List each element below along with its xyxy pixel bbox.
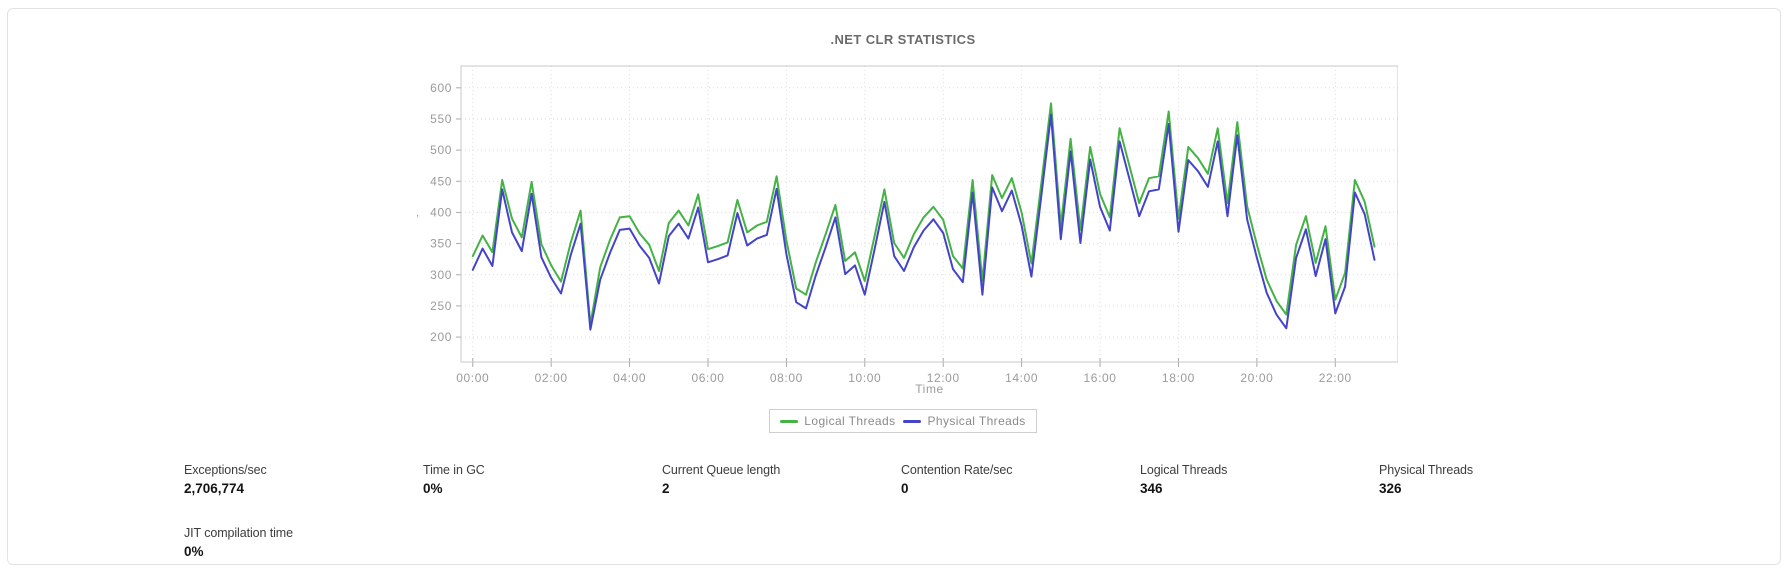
stat-value: 0% [423,481,443,496]
x-axis-title: Time [915,382,944,396]
stat-current-queue-length: Current Queue length 2 [662,462,901,499]
stat-label: Physical Threads [1379,463,1474,477]
chart-legend: Logical Threads Physical Threads [408,409,1398,433]
x-tick-label: 12:00 [927,371,960,385]
stat-value: 0 [901,481,909,496]
x-tick-label: 14:00 [1005,371,1038,385]
y-tick-label: 500 [430,143,452,157]
series-line-physical-threads [471,113,1376,331]
x-tick-label: 00:00 [456,371,489,385]
stat-label: Exceptions/sec [184,463,267,477]
y-tick-label: 600 [430,81,452,95]
stat-time-in-gc: Time in GC 0% [423,462,662,499]
x-tick-label: 04:00 [613,371,646,385]
stat-value: 2,706,774 [184,481,245,496]
stat-label: JIT compilation time [184,526,293,540]
stats-row-2: JIT compilation time 0% [184,525,423,562]
x-tick-label: 06:00 [691,371,724,385]
stat-value: 0% [184,544,204,559]
clr-statistics-chart: .NET CLR STATISTICS 200 250 300 350 400 450 50… [408,27,1399,433]
x-tick-label: 16:00 [1084,371,1117,385]
legend-item-logical-threads[interactable]: Logical Threads [780,414,895,428]
stats-row-1: Exceptions/sec 2,706,774 Time in GC 0% Curre… [184,462,1618,499]
x-tick-label: 18:00 [1162,371,1195,385]
stat-exceptions-sec: Exceptions/sec 2,706,774 [184,462,423,499]
line-chart-plot: 200 250 300 350 400 450 500 550 600 00:00 02:00 04:… [416,65,1399,396]
legend-swatch [780,419,799,423]
x-tick-label: 10:00 [848,371,881,385]
series-line-logical-threads [471,102,1376,326]
y-tick-label: 200 [430,330,452,344]
stat-label: Contention Rate/sec [901,463,1013,477]
y-tick-label: 250 [430,299,452,313]
stat-logical-threads: Logical Threads 346 [1140,462,1379,499]
x-tick-label: 08:00 [770,371,803,385]
legend-label: Logical Threads [804,414,896,428]
panel-card: .NET CLR STATISTICS 200 250 300 350 400 450 50… [7,8,1781,565]
chart-title: .NET CLR STATISTICS [830,32,976,47]
y-tick-label: 450 [430,174,452,188]
stat-contention-rate-sec: Contention Rate/sec 0 [901,462,1140,499]
stat-label: Current Queue length [662,463,781,477]
stat-jit-compilation-time: JIT compilation time 0% [184,525,423,562]
y-tick-label: 300 [430,268,452,282]
legend-item-physical-threads[interactable]: Physical Threads [903,414,1025,428]
stat-label: Logical Threads [1140,463,1228,477]
stat-label: Time in GC [423,463,485,477]
legend-label: Physical Threads [927,414,1026,428]
y-tick-label: 550 [430,112,452,126]
stat-physical-threads: Physical Threads 326 [1379,462,1618,499]
legend-swatch [903,419,922,423]
x-tick-label: 22:00 [1319,371,1352,385]
x-tick-label: 20:00 [1240,371,1273,385]
x-tick-label: 02:00 [535,371,568,385]
y-tick-label: 400 [430,205,452,219]
y-axis-title: , [416,207,419,219]
stat-value: 326 [1379,481,1402,496]
plot-border [460,65,1399,363]
y-tick-label: 350 [430,237,452,251]
stat-value: 346 [1140,481,1163,496]
stat-value: 2 [662,481,670,496]
